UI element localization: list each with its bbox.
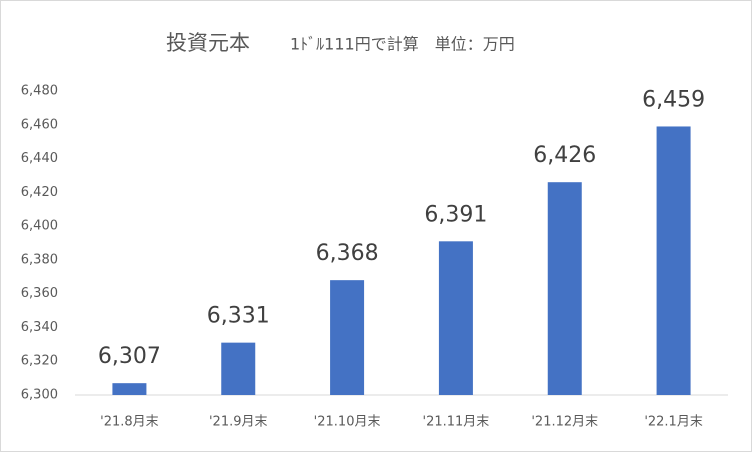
x-tick-label: '21.9月末 bbox=[209, 415, 268, 430]
bar bbox=[656, 126, 691, 395]
y-tick-label: 6,340 bbox=[21, 320, 58, 335]
bar bbox=[547, 182, 582, 395]
y-tick-label: 6,400 bbox=[21, 219, 58, 234]
x-tick-label: '21.12月末 bbox=[531, 415, 598, 430]
x-tick-label: '21.11月末 bbox=[423, 415, 490, 430]
y-tick-label: 6,440 bbox=[21, 151, 58, 166]
bar bbox=[221, 342, 256, 395]
y-tick-label: 6,420 bbox=[21, 185, 58, 200]
y-tick-label: 6,480 bbox=[21, 84, 58, 99]
y-tick-label: 6,360 bbox=[21, 286, 58, 301]
value-label: 6,307 bbox=[98, 344, 161, 369]
y-tick-label: 6,380 bbox=[21, 252, 58, 267]
value-label: 6,459 bbox=[642, 87, 705, 112]
bar bbox=[330, 280, 365, 395]
bar bbox=[112, 383, 147, 395]
y-tick-label: 6,300 bbox=[21, 388, 58, 403]
value-label: 6,368 bbox=[316, 241, 379, 266]
y-tick-label: 6,460 bbox=[21, 117, 58, 132]
value-label: 6,426 bbox=[533, 143, 596, 168]
x-tick-label: '22.1月末 bbox=[644, 415, 703, 430]
bar bbox=[438, 241, 473, 395]
value-label: 6,391 bbox=[424, 202, 487, 227]
x-tick-label: '21.10月末 bbox=[314, 415, 381, 430]
y-tick-label: 6,320 bbox=[21, 354, 58, 369]
value-label: 6,331 bbox=[207, 304, 270, 329]
chart-title: 投資元本 bbox=[166, 31, 250, 55]
x-tick-label: '21.8月末 bbox=[100, 415, 159, 430]
chart-subtitle: 1ﾄﾞﾙ111円で計算 単位：万円 bbox=[290, 35, 515, 54]
